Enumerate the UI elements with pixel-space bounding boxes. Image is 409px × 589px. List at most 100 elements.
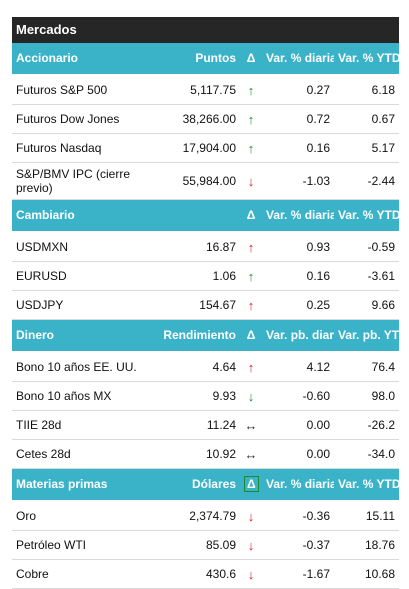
daily-change: 0.00	[262, 410, 334, 440]
arrow-up-icon: ↑	[240, 352, 262, 382]
arrow-down-icon: ↓	[240, 501, 262, 531]
table-row: USDMXN 16.87 ↑ 0.93 -0.59	[12, 232, 399, 262]
ytd-change-column-header: Var. % YTD	[334, 199, 399, 233]
instrument-value: 55,984.00	[140, 162, 240, 200]
ytd-change: 0.67	[334, 104, 399, 134]
instrument-value: 85.09	[140, 530, 240, 560]
arrow-horizontal-icon: ↔	[240, 410, 262, 440]
table-row: Cobre 430.6 ↓ -1.67 10.68	[12, 559, 399, 589]
ytd-change: -34.0	[334, 439, 399, 469]
daily-change: 0.16	[262, 261, 334, 291]
instrument-value: 430.6	[140, 559, 240, 589]
section-title: Materias primas	[12, 468, 140, 502]
instrument-name: EURUSD	[12, 261, 140, 291]
ytd-change-column-header: Var. pb. YTD	[334, 319, 399, 353]
daily-change-column-header: Var. % diaria	[262, 468, 334, 502]
daily-change: 0.25	[262, 290, 334, 320]
instrument-name: USDJPY	[12, 290, 140, 320]
table-row: Futuros S&P 500 5,117.75 ↑ 0.27 6.18	[12, 75, 399, 105]
arrow-up-icon: ↑	[240, 133, 262, 163]
ytd-change: 98.0	[334, 381, 399, 411]
instrument-value: 11.24	[140, 410, 240, 440]
table-row: TIIE 28d 11.24 ↔ 0.00 -26.2	[12, 410, 399, 440]
instrument-name: Petróleo WTI	[12, 530, 140, 560]
value-column-header: Puntos	[140, 43, 240, 76]
section-title: Cambiario	[12, 199, 140, 233]
table-row: S&P/BMV IPC (cierre previo) 55,984.00 ↓ -1.…	[12, 162, 399, 200]
delta-column-header: Δ	[240, 468, 262, 502]
ytd-change: 6.18	[334, 75, 399, 105]
daily-change: 0.27	[262, 75, 334, 105]
instrument-value: 38,266.00	[140, 104, 240, 134]
instrument-name: Bono 10 años MX	[12, 381, 140, 411]
table-row: Petróleo WTI 85.09 ↓ -0.37 18.76	[12, 530, 399, 560]
arrow-down-icon: ↓	[240, 559, 262, 589]
value-column-header: Dólares	[140, 468, 240, 502]
section-title: Dinero	[12, 319, 140, 353]
instrument-value: 2,374.79	[140, 501, 240, 531]
table-row: Bono 10 años MX 9.93 ↓ -0.60 98.0	[12, 381, 399, 411]
value-column-header: Rendimiento	[140, 319, 240, 353]
arrow-up-icon: ↑	[240, 261, 262, 291]
arrow-up-icon: ↑	[240, 290, 262, 320]
table-row: Oro 2,374.79 ↓ -0.36 15.11	[12, 501, 399, 531]
instrument-name: Oro	[12, 501, 140, 531]
daily-change: -1.03	[262, 162, 334, 200]
instrument-name: USDMXN	[12, 232, 140, 262]
instrument-value: 154.67	[140, 290, 240, 320]
ytd-change: 18.76	[334, 530, 399, 560]
table-row: EURUSD 1.06 ↑ 0.16 -3.61	[12, 261, 399, 291]
ytd-change: -2.44	[334, 162, 399, 200]
instrument-value: 10.92	[140, 439, 240, 469]
arrow-up-icon: ↑	[240, 75, 262, 105]
ytd-change-column-header: Var. % YTD	[334, 43, 399, 76]
ytd-change: 15.11	[334, 501, 399, 531]
delta-symbol: Δ	[244, 476, 259, 492]
daily-change-column-header: Var. pb. diaria	[262, 319, 334, 353]
instrument-value: 5,117.75	[140, 75, 240, 105]
ytd-change: -3.61	[334, 261, 399, 291]
markets-panel: Mercados Accionario Puntos Δ Var. % diaria V…	[12, 17, 399, 589]
section-header-cambiario: Cambiario Δ Var. % diaria Var. % YTD	[12, 199, 399, 233]
arrow-horizontal-icon: ↔	[240, 439, 262, 469]
delta-column-header: Δ	[240, 199, 262, 233]
instrument-name: S&P/BMV IPC (cierre previo)	[12, 162, 140, 200]
table-row: Futuros Dow Jones 38,266.00 ↑ 0.72 0.67	[12, 104, 399, 134]
value-column-header	[140, 199, 240, 233]
daily-change: -1.67	[262, 559, 334, 589]
ytd-change: 9.66	[334, 290, 399, 320]
daily-change: -0.60	[262, 381, 334, 411]
daily-change: 4.12	[262, 352, 334, 382]
daily-change-column-header: Var. % diaria	[262, 43, 334, 76]
table-row: USDJPY 154.67 ↑ 0.25 9.66	[12, 290, 399, 320]
daily-change: -0.36	[262, 501, 334, 531]
instrument-name: Cetes 28d	[12, 439, 140, 469]
markets-table: Accionario Puntos Δ Var. % diaria Var. % YTD…	[12, 43, 399, 589]
delta-column-header: Δ	[240, 319, 262, 353]
ytd-change-column-header: Var. % YTD	[334, 468, 399, 502]
daily-change: 0.16	[262, 133, 334, 163]
delta-column-header: Δ	[240, 43, 262, 76]
daily-change: 0.00	[262, 439, 334, 469]
arrow-down-icon: ↓	[240, 162, 262, 200]
section-title: Accionario	[12, 43, 140, 76]
ytd-change: 76.4	[334, 352, 399, 382]
daily-change: -0.37	[262, 530, 334, 560]
panel-title: Mercados	[12, 17, 399, 43]
instrument-name: Futuros S&P 500	[12, 75, 140, 105]
instrument-value: 4.64	[140, 352, 240, 382]
instrument-name: Futuros Nasdaq	[12, 133, 140, 163]
table-row: Bono 10 años EE. UU. 4.64 ↑ 4.12 76.4	[12, 352, 399, 382]
instrument-value: 17,904.00	[140, 133, 240, 163]
section-header-accionario: Accionario Puntos Δ Var. % diaria Var. % YTD	[12, 43, 399, 76]
table-row: Futuros Nasdaq 17,904.00 ↑ 0.16 5.17	[12, 133, 399, 163]
instrument-name: Futuros Dow Jones	[12, 104, 140, 134]
ytd-change: 10.68	[334, 559, 399, 589]
arrow-up-icon: ↑	[240, 232, 262, 262]
daily-change: 0.72	[262, 104, 334, 134]
ytd-change: -26.2	[334, 410, 399, 440]
arrow-down-icon: ↓	[240, 530, 262, 560]
arrow-down-icon: ↓	[240, 381, 262, 411]
instrument-name: Cobre	[12, 559, 140, 589]
